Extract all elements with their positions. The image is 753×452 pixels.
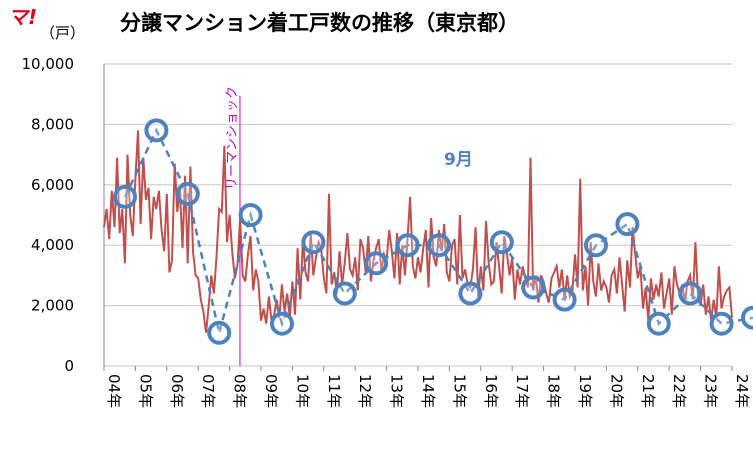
x-tick-label: 24年 [733, 374, 751, 408]
x-tick-label: 10年 [293, 374, 311, 408]
logo: マ! [8, 5, 37, 29]
x-tick-label: 14年 [419, 374, 437, 408]
y-tick-label: 8,000 [31, 115, 74, 133]
x-axis-ticks: 04年 05年 06年 07年 08年 09年 10年 11年 12年 13年 14年 15年 16年 1… [103, 366, 751, 408]
september-point [427, 233, 451, 258]
september-point [270, 311, 294, 336]
x-tick-label: 07年 [199, 374, 217, 408]
september-point [332, 281, 357, 306]
x-tick-label: 13年 [388, 374, 406, 408]
x-tick-label: 11年 [325, 374, 343, 408]
september-point [741, 305, 753, 330]
september-point [207, 320, 232, 345]
september-point [238, 203, 263, 227]
series-label-september: 9月 [444, 150, 473, 170]
september-point [301, 230, 326, 255]
series-september-line [123, 127, 753, 334]
september-point [395, 233, 420, 258]
y-tick-label: 0 [64, 357, 74, 375]
y-axis-unit-label: （戸） [40, 24, 85, 42]
x-tick-label: 16年 [482, 374, 500, 408]
x-tick-label: 08年 [231, 374, 249, 408]
september-point [489, 230, 514, 255]
series-layer [103, 118, 753, 345]
september-point [709, 311, 734, 336]
september-point [521, 275, 546, 300]
x-tick-label: 17年 [513, 374, 531, 408]
september-point [364, 251, 389, 276]
annotation-label: リーマンショック [225, 86, 240, 190]
x-tick-label: 05年 [136, 374, 154, 408]
september-point [175, 181, 200, 206]
chart-title: 分譲マンション着工戸数の推移（東京都） [120, 11, 519, 35]
september-point [144, 118, 169, 143]
x-tick-label: 21年 [639, 374, 657, 408]
x-tick-label: 20年 [607, 374, 625, 408]
x-tick-label: 06年 [168, 374, 186, 408]
x-tick-label: 23年 [702, 374, 720, 408]
september-point [646, 311, 671, 336]
x-tick-label: 04年 [105, 374, 123, 408]
x-tick-label: 09年 [262, 374, 280, 408]
y-tick-label: 10,000 [22, 55, 75, 73]
x-tick-label: 12年 [356, 374, 374, 408]
x-tick-label: 19年 [576, 374, 594, 408]
y-tick-label: 4,000 [31, 236, 74, 254]
x-tick-label: 22年 [670, 374, 688, 408]
y-tick-label: 2,000 [31, 297, 74, 315]
x-tick-label: 15年 [450, 374, 468, 408]
september-point [615, 212, 640, 237]
y-tick-label: 6,000 [31, 176, 74, 194]
september-point [584, 233, 608, 258]
series-monthly-line [103, 130, 733, 333]
september-point [678, 281, 703, 306]
x-tick-label: 18年 [545, 374, 563, 408]
september-point [552, 287, 577, 312]
september-point [458, 281, 483, 306]
y-axis-ticks: 0 2,000 4,000 6,000 8,000 10,000 [22, 55, 75, 375]
september-point [113, 184, 137, 209]
